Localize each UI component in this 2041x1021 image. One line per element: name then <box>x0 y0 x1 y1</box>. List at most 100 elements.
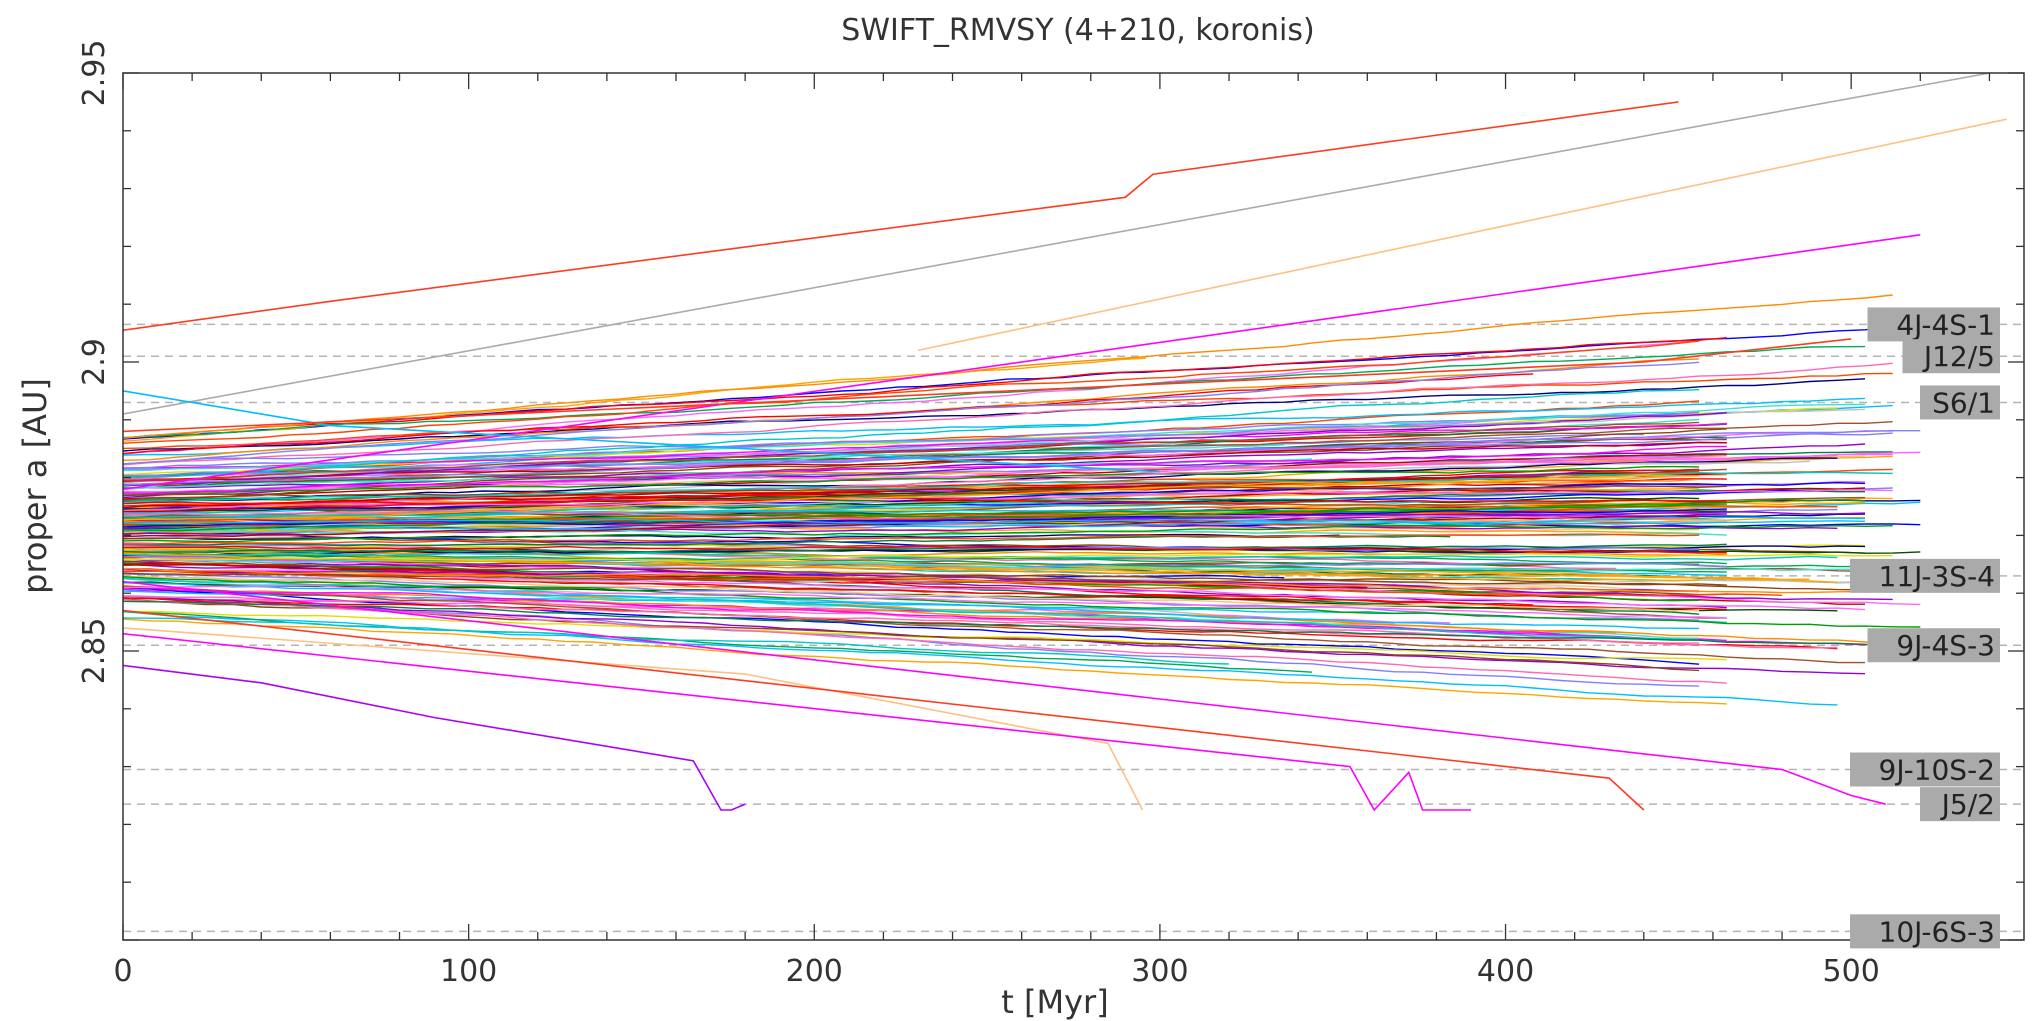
series-line <box>122 617 1230 665</box>
resonance-label-box <box>1920 787 2000 822</box>
y-axis-label: proper a [AU] <box>16 378 54 594</box>
series-line <box>122 421 1700 481</box>
plot-frame <box>122 72 2025 941</box>
series-line <box>122 572 1727 586</box>
resonance-label-text: 9J-4S-3 <box>1896 629 1995 662</box>
series-line <box>122 545 1727 554</box>
series-line <box>122 478 1700 520</box>
resonance-label-box <box>1867 307 2000 342</box>
resonance-label-text: 9J-10S-2 <box>1879 753 1996 786</box>
axis-ticks: 0 100 200 300 400 500 2.85 2.9 2.95 <box>77 40 2024 989</box>
series-line <box>122 337 1727 439</box>
series-line <box>122 465 1700 496</box>
series-line <box>122 361 1700 465</box>
resonance-label-box <box>1850 752 2000 787</box>
resonance-label-box <box>1850 558 2000 593</box>
resonance-label-text: J5/2 <box>1940 788 1995 821</box>
resonance-label-text: 4J-4S-1 <box>1896 308 1995 341</box>
resonance-label: 11J-3S-4 <box>1850 558 2000 593</box>
series-line <box>122 533 1700 545</box>
series-line <box>122 496 1727 505</box>
series-line <box>122 549 1838 583</box>
series-line <box>122 610 1727 661</box>
series-line <box>122 441 1727 482</box>
resonance-label-box <box>1850 914 2000 949</box>
series-line <box>122 552 1893 563</box>
resonance-label-text: J12/5 <box>1922 340 1995 373</box>
series-line <box>122 609 1645 811</box>
x-tick-label: 300 <box>1131 954 1188 989</box>
series-line <box>122 390 1160 473</box>
resonance-label: 10J-6S-3 <box>1850 914 2000 949</box>
series-line <box>122 445 1727 494</box>
series-line <box>122 524 1893 543</box>
resonance-label-text: 11J-3S-4 <box>1879 560 1996 593</box>
series-line <box>122 234 1921 490</box>
series-line <box>122 575 1700 612</box>
series-line <box>122 584 1921 646</box>
series-line <box>122 520 1866 531</box>
x-tick-label: 400 <box>1477 954 1534 989</box>
series-line <box>122 586 1866 646</box>
series-line <box>122 72 1990 415</box>
series-line <box>122 576 1921 628</box>
series-line <box>122 597 1866 675</box>
series-line <box>122 345 1866 439</box>
series-line <box>122 481 1866 511</box>
series-line <box>122 430 1921 486</box>
x-tick-label: 100 <box>440 954 497 989</box>
series-lines <box>122 72 2007 812</box>
series-line <box>122 627 1144 811</box>
series-line <box>122 552 1727 573</box>
series-line <box>122 373 1534 455</box>
resonance-label-text: S6/1 <box>1932 386 1995 419</box>
y-tick-label: 2.95 <box>77 40 112 107</box>
resonance-label-text: 10J-6S-3 <box>1879 915 1996 948</box>
series-line <box>122 498 1174 518</box>
resonance-label-box <box>1920 385 2000 420</box>
series-line <box>122 587 1700 665</box>
series-line <box>123 586 1866 664</box>
x-axis-label: t [Myr] <box>1001 983 1108 1021</box>
series-line <box>122 552 1700 582</box>
x-tick-label: 0 <box>113 954 132 989</box>
series-line <box>122 580 1886 805</box>
series-line <box>122 101 1679 331</box>
resonance-label: J5/2 <box>1920 787 2000 822</box>
series-line <box>122 473 1727 509</box>
resonance-label-box <box>1867 628 2000 663</box>
y-tick-label: 2.85 <box>77 618 112 685</box>
y-tick-label: 2.9 <box>77 338 112 386</box>
series-line <box>122 618 1727 705</box>
x-tick-label: 200 <box>786 954 843 989</box>
resonance-label: 4J-4S-1 <box>1867 307 2000 342</box>
series-line <box>122 362 1893 466</box>
series-line <box>122 567 1921 594</box>
series-line <box>122 338 1852 433</box>
resonance-label: J12/5 <box>1902 339 2000 374</box>
series-line <box>122 397 1866 456</box>
resonance-label-box <box>1902 339 2000 374</box>
series-line <box>122 471 1893 503</box>
series-line <box>122 558 1893 601</box>
series-line <box>122 294 1893 439</box>
x-tick-label: 500 <box>1823 954 1880 989</box>
chart-title: SWIFT_RMVSY (4+210, koronis) <box>841 13 1314 48</box>
series-line <box>122 509 1700 520</box>
series-line <box>122 503 1727 532</box>
series-line <box>122 389 1700 478</box>
series-line <box>122 378 1866 452</box>
series-line <box>917 118 2007 352</box>
resonance-label: 9J-4S-3 <box>1867 628 2000 663</box>
series-line <box>122 543 1727 553</box>
series-line <box>122 474 1672 521</box>
series-line <box>122 577 1727 643</box>
series-line <box>122 516 1866 524</box>
plot-frame-rect <box>122 72 2025 941</box>
series-line <box>122 455 1727 512</box>
series-line <box>122 664 746 811</box>
series-line <box>122 600 1893 646</box>
series-line <box>122 632 1471 812</box>
series-line <box>122 582 1700 630</box>
